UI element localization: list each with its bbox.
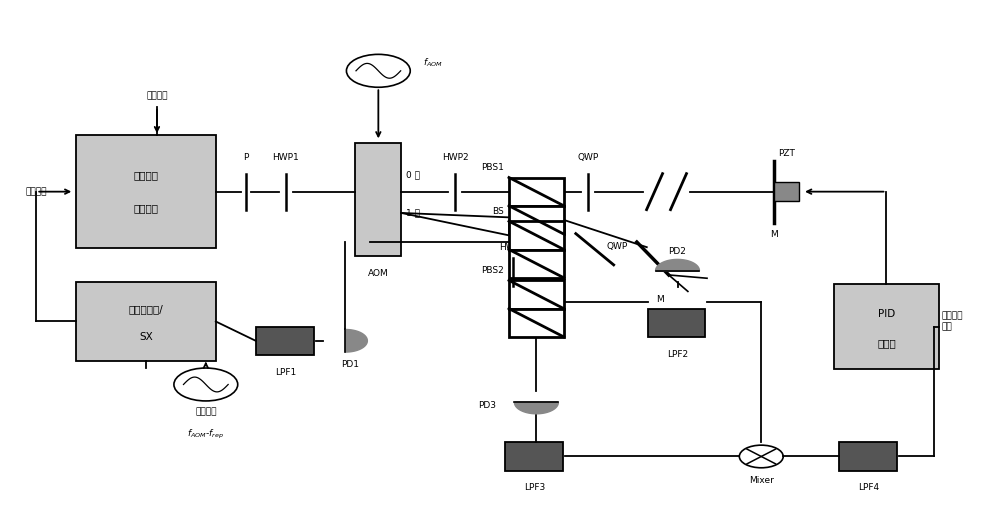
Bar: [774, 182, 799, 202]
Bar: [509, 177, 564, 206]
Bar: [509, 221, 564, 250]
Text: LPF3: LPF3: [524, 483, 546, 493]
Text: LPF1: LPF1: [275, 368, 296, 377]
Bar: [509, 206, 564, 234]
Text: PZT: PZT: [778, 149, 795, 158]
Text: P: P: [243, 153, 248, 162]
Bar: [509, 309, 564, 337]
Polygon shape: [345, 329, 367, 352]
Text: PID: PID: [878, 309, 895, 319]
Text: 1 级: 1 级: [406, 208, 420, 218]
Text: HWP1: HWP1: [272, 153, 299, 162]
Text: AOM: AOM: [368, 269, 389, 278]
Text: PBS1: PBS1: [481, 163, 504, 172]
Bar: [76, 282, 216, 361]
Bar: [256, 327, 314, 355]
Text: $f_{AOM}$: $f_{AOM}$: [423, 57, 443, 69]
Bar: [839, 443, 897, 470]
Text: Mixer: Mixer: [749, 476, 774, 485]
Text: PD2: PD2: [669, 247, 686, 256]
Text: LPF4: LPF4: [858, 483, 880, 493]
Text: 0 级: 0 级: [406, 170, 420, 179]
Bar: [509, 250, 564, 278]
Text: PBS2: PBS2: [481, 266, 504, 275]
Bar: [355, 143, 401, 256]
Text: PD1: PD1: [341, 360, 359, 369]
Text: BS: BS: [492, 207, 504, 216]
Text: M: M: [770, 230, 778, 239]
Text: 锁相放大器/: 锁相放大器/: [129, 305, 163, 314]
Polygon shape: [656, 260, 699, 271]
Text: 脉冲对准
锁定: 脉冲对准 锁定: [942, 312, 963, 331]
Text: 偏频锁定: 偏频锁定: [26, 187, 47, 196]
Text: LPF2: LPF2: [667, 350, 688, 359]
Bar: [509, 280, 564, 309]
Text: $f_{AOM}$-$f_{rep}$: $f_{AOM}$-$f_{rep}$: [187, 428, 224, 442]
Text: M: M: [656, 295, 663, 303]
Text: 控制器: 控制器: [877, 339, 896, 348]
Text: QWP: QWP: [607, 242, 628, 251]
Bar: [834, 284, 939, 369]
Text: 重频锁定: 重频锁定: [146, 92, 168, 101]
Text: HWP3: HWP3: [500, 244, 526, 252]
Text: QWP: QWP: [577, 153, 598, 162]
Text: SX: SX: [139, 332, 153, 342]
Text: 飞秒激光: 飞秒激光: [133, 170, 158, 180]
Bar: [505, 443, 563, 470]
Text: 光源系统: 光源系统: [133, 204, 158, 214]
Bar: [76, 135, 216, 248]
Text: HWP2: HWP2: [442, 153, 468, 162]
Polygon shape: [514, 402, 558, 414]
Bar: [648, 309, 705, 337]
Text: 参考信号: 参考信号: [195, 407, 217, 417]
Text: PD3: PD3: [479, 401, 497, 409]
